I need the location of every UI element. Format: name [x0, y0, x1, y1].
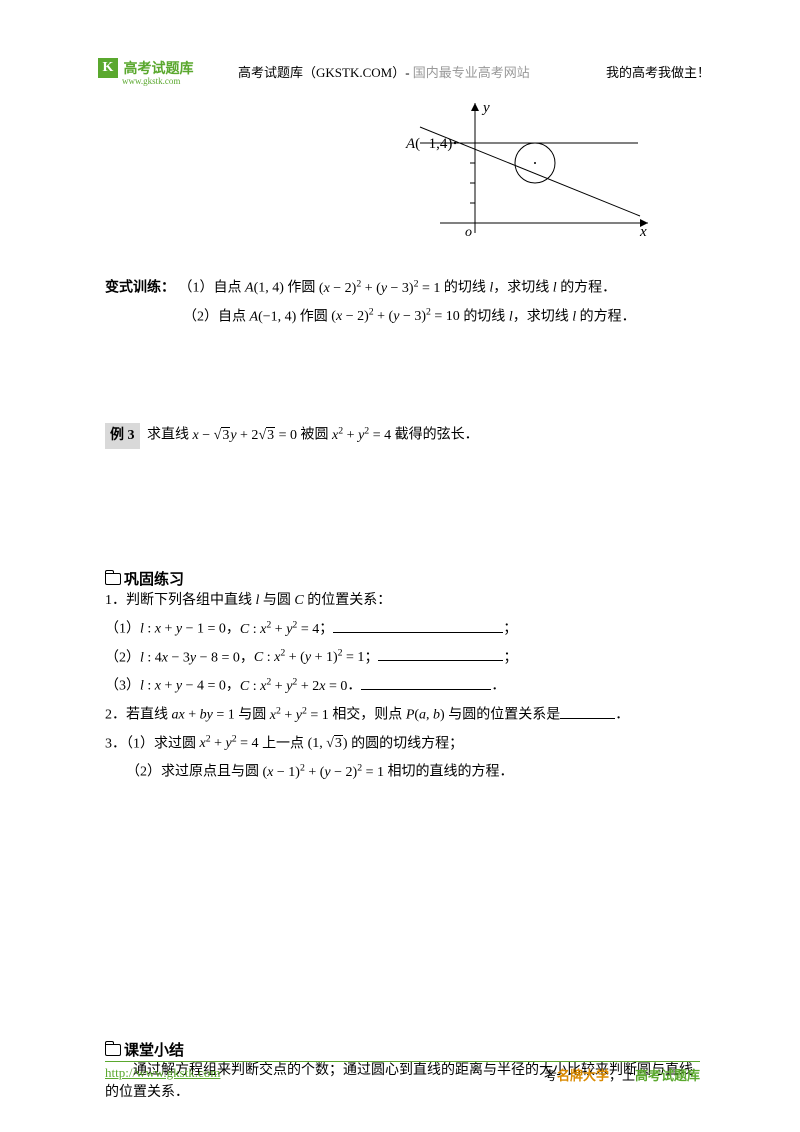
blank-2 [378, 647, 503, 661]
q1-3-c: C : x2 + y2 + 2x = 0 [240, 679, 347, 694]
logo-title: 高考试题库 [124, 58, 194, 78]
q2-mid2: 相交，则点 [329, 708, 406, 723]
q1-2-c: C : x2 + (y + 1)2 = 1 [254, 650, 365, 665]
ex3-mid: 被圆 [301, 428, 333, 443]
q1-3-post: ． [347, 679, 361, 694]
practice-title-text: 巩固练习 [124, 572, 184, 588]
q2: 2．若直线 ax + by = 1 与圆 x2 + y2 = 1 相交，则点 P… [105, 699, 705, 728]
header-center-subtitle: 国内最专业高考网站 [413, 65, 530, 80]
v2-A: A(−1, 4) [250, 309, 297, 324]
ex3-eq-right: x2 + y2 = 4 [332, 428, 391, 443]
q1-2-pre: （2） [105, 650, 140, 665]
q1-1: （1）l : x + y − 1 = 0，C : x2 + y2 = 4；； [105, 613, 705, 642]
q1-2-l: l : 4x − 3y − 8 = 0 [140, 650, 240, 665]
q2-post: 与圆的位置关系是 [445, 708, 561, 723]
q1-2: （2）l : 4x − 3y − 8 = 0，C : x2 + (y + 1)2… [105, 642, 705, 671]
ex3-post: 截得的弦长． [395, 428, 479, 443]
q3-1-post: 的圆的切线方程； [348, 736, 464, 751]
ex3-pre: 求直线 [147, 428, 193, 443]
v1-pre: （1）自点 [179, 281, 246, 296]
summary-title: 课堂小结 [105, 1039, 705, 1060]
q3-2-post: 相切的直线的方程． [384, 765, 514, 780]
q1-3-pre: （3） [105, 679, 140, 694]
q3-1: 3．（1）求过圆 x2 + y2 = 4 上一点 (1, 3) 的圆的切线方程； [105, 728, 705, 757]
gap-1 [105, 329, 705, 419]
v2-post1: 的切线 [463, 309, 509, 324]
header-center-text: 高考试题库（GKSTK.COM）- [238, 65, 413, 80]
folder-icon [105, 573, 121, 585]
page-footer: http://www.gkstk.com 考名牌大学，上高考试题库 [105, 1061, 700, 1082]
fr2: 名牌大学 [557, 1068, 609, 1083]
footer-slogan: 考名牌大学，上高考试题库 [544, 1065, 700, 1084]
page-header: K 高考试题库 www.gkstk.com 高考试题库（GKSTK.COM）- … [0, 62, 800, 90]
blank-4 [560, 705, 615, 719]
folder-icon-2 [105, 1044, 121, 1056]
q3-1-mid: 上一点 [259, 736, 308, 751]
q3-1-pt: (1, 3) [308, 736, 348, 751]
q1: 1．判断下列各组中直线 l 与圆 C 的位置关系： [105, 589, 705, 613]
summary-title-text: 课堂小结 [124, 1043, 184, 1059]
header-slogan: 我的高考我做主！ [606, 62, 710, 81]
q1-3-sep: ， [226, 679, 240, 694]
site-logo: K 高考试题库 www.gkstk.com [98, 58, 194, 86]
fr1: 考 [544, 1068, 557, 1083]
q1-2-post: ； [364, 650, 378, 665]
v1-mid: 作圆 [287, 281, 319, 296]
axis-label-x: x [639, 224, 647, 240]
q2-end: ． [615, 708, 629, 723]
variant-line-1: 变式训练： （1）自点 A(1, 4) 作圆 (x − 2)2 + (y − 3… [105, 272, 705, 301]
variant-title: 变式训练： [105, 281, 175, 296]
v2-eq: (x − 2)2 + (y − 3)2 = 10 [331, 309, 460, 324]
q1-1-pre: （1） [105, 622, 140, 637]
variant-line-2: （2）自点 A(−1, 4) 作圆 (x − 2)2 + (y − 3)2 = … [105, 301, 705, 330]
ex3-eq-left: x − 3y + 23 = 0 [193, 428, 298, 443]
q2-pre: 2．若直线 [105, 708, 172, 723]
fr4: 高考试题库 [635, 1068, 700, 1083]
q2-mid1: 与圆 [235, 708, 270, 723]
q1-1-c: C : x2 + y2 = 4 [240, 622, 319, 637]
document-content: 变式训练： （1）自点 A(1, 4) 作圆 (x − 2)2 + (y − 3… [105, 272, 705, 1104]
q3-1-pre: 3．（1）求过圆 [105, 736, 200, 751]
q1-text: 1．判断下列各组中直线 l 与圆 C 的位置关系： [105, 593, 391, 608]
v1-post3: 的方程． [557, 281, 617, 296]
gap-2 [105, 449, 705, 564]
q2-c: x2 + y2 = 1 [270, 708, 329, 723]
fr3: ，上 [609, 1068, 635, 1083]
q3-1-c: x2 + y2 = 4 [200, 736, 259, 751]
point-label-A: A(−1,4) [405, 136, 452, 152]
q2-p: P(a, b) [406, 708, 445, 723]
q3-2: （2）求过原点且与圆 (x − 1)2 + (y − 2)2 = 1 相切的直线… [105, 756, 705, 785]
v1-post1: 的切线 [444, 281, 490, 296]
q1-1-post: ； [319, 622, 333, 637]
blank-3 [361, 676, 491, 690]
figure-svg: y A(−1,4) o x [370, 98, 660, 248]
origin-label: o [465, 225, 472, 240]
v2-post2: ，求切线 [513, 309, 573, 324]
q3-2-pre: （2）求过原点且与圆 [126, 765, 263, 780]
example-label: 例 3 [105, 423, 140, 449]
v2-pre: （2）自点 [183, 309, 250, 324]
q2-l: ax + by = 1 [172, 708, 235, 723]
q1-3: （3）l : x + y − 4 = 0，C : x2 + y2 + 2x = … [105, 670, 705, 699]
blank-1 [333, 619, 503, 633]
q1-1-sep: ， [226, 622, 240, 637]
header-center: 高考试题库（GKSTK.COM）- 国内最专业高考网站 [238, 62, 530, 81]
v1-A: A(1, 4) [245, 281, 284, 296]
q1-3-l: l : x + y − 4 = 0 [140, 679, 226, 694]
q3-2-c: (x − 1)2 + (y − 2)2 = 1 [263, 765, 385, 780]
footer-url: http://www.gkstk.com [105, 1065, 220, 1080]
gap-3 [105, 785, 705, 1035]
v2-post3: 的方程． [576, 309, 636, 324]
geometry-figure: y A(−1,4) o x [370, 98, 660, 248]
q1-2-sep: ， [240, 650, 254, 665]
axis-label-y: y [481, 100, 490, 116]
v1-post2: ，求切线 [493, 281, 553, 296]
v2-mid: 作圆 [300, 309, 332, 324]
q1-1-l: l : x + y − 1 = 0 [140, 622, 226, 637]
logo-icon: K [98, 58, 118, 78]
v1-eq: (x − 2)2 + (y − 3)2 = 1 [319, 281, 441, 296]
practice-title: 巩固练习 [105, 568, 705, 589]
example-3: 例 3 求直线 x − 3y + 23 = 0 被圆 x2 + y2 = 4 截… [105, 419, 705, 449]
